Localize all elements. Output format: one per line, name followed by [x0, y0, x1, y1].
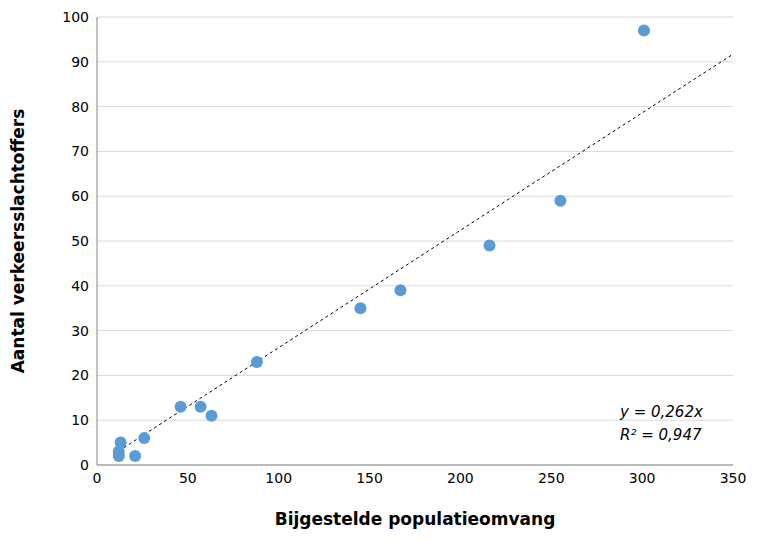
svg-text:100: 100 — [265, 470, 292, 486]
svg-text:0: 0 — [80, 457, 89, 473]
svg-text:90: 90 — [71, 54, 89, 70]
svg-text:60: 60 — [71, 188, 89, 204]
svg-text:100: 100 — [62, 9, 89, 25]
svg-text:300: 300 — [629, 470, 656, 486]
svg-text:350: 350 — [720, 470, 747, 486]
svg-text:80: 80 — [71, 99, 89, 115]
svg-text:40: 40 — [71, 278, 89, 294]
html-text:Bijgestelde populatieomvang: Bijgestelde populatieomvang — [274, 509, 556, 529]
html-text:R² = 0,947: R² = 0,947 — [620, 426, 702, 444]
svg-text:50: 50 — [71, 233, 89, 249]
html-text:Aantal verkeersslachtoffers: Aantal verkeersslachtoffers — [8, 108, 28, 374]
svg-text:30: 30 — [71, 323, 89, 339]
svg-text:150: 150 — [356, 470, 383, 486]
svg-text:200: 200 — [447, 470, 474, 486]
svg-text:50: 50 — [179, 470, 197, 486]
svg-text:10: 10 — [71, 412, 89, 428]
html-text:y = 0,262x: y = 0,262x — [620, 403, 703, 421]
svg-text:250: 250 — [538, 470, 565, 486]
svg-text:0: 0 — [93, 470, 102, 486]
svg-text:70: 70 — [71, 143, 89, 159]
svg-text:20: 20 — [71, 367, 89, 383]
